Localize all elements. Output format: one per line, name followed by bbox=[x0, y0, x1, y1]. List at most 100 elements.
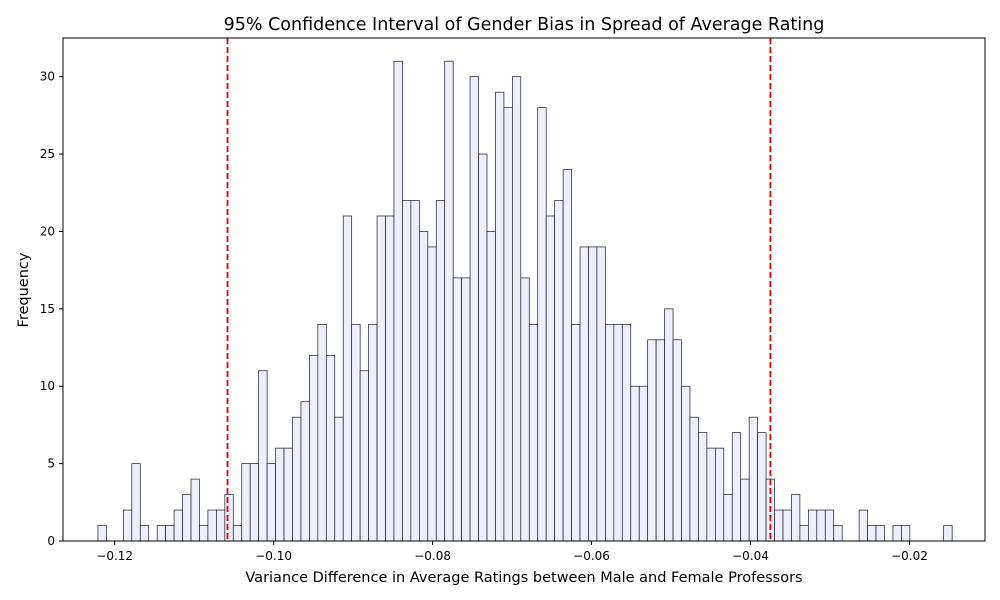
plot-frame bbox=[62, 37, 986, 542]
histogram-bar bbox=[638, 385, 649, 542]
histogram-bar bbox=[275, 447, 285, 542]
histogram-bar bbox=[571, 323, 581, 542]
histogram-bar bbox=[478, 153, 488, 542]
histogram-bar bbox=[562, 169, 572, 542]
histogram-bar bbox=[317, 323, 327, 542]
x-tick-label: −0.10 bbox=[255, 549, 292, 563]
histogram-bar bbox=[122, 509, 133, 542]
histogram-bar bbox=[444, 60, 454, 542]
histogram-bar bbox=[799, 525, 809, 542]
histogram-bar bbox=[393, 60, 403, 542]
histogram-bar bbox=[486, 231, 496, 542]
x-axis-ticks: −0.12 −0.10 −0.08 −0.06 −0.04 −0.02 bbox=[96, 541, 928, 563]
histogram-bar bbox=[131, 463, 141, 542]
histogram-bar bbox=[495, 91, 505, 542]
y-tick-label: 30 bbox=[40, 70, 55, 84]
histogram-bar bbox=[410, 200, 420, 542]
histogram-bar bbox=[824, 509, 835, 542]
histogram-bar bbox=[402, 200, 412, 542]
histogram-bar bbox=[605, 323, 615, 542]
histogram-bar bbox=[427, 246, 437, 542]
y-tick-label: 25 bbox=[40, 147, 55, 161]
histogram-bar bbox=[232, 525, 243, 542]
histogram-bar bbox=[342, 215, 353, 542]
histogram-bar bbox=[309, 354, 319, 542]
histogram-bar bbox=[740, 478, 750, 542]
histogram-bar bbox=[512, 76, 522, 542]
histogram-bar bbox=[554, 200, 564, 542]
x-axis-label: Variance Difference in Average Ratings b… bbox=[245, 570, 802, 586]
histogram-bar bbox=[748, 416, 758, 542]
histogram-bar bbox=[808, 509, 818, 542]
histogram-bar bbox=[867, 525, 877, 542]
histogram-bar bbox=[664, 308, 674, 542]
x-tick-label: −0.02 bbox=[891, 549, 928, 563]
histogram-bar bbox=[351, 323, 361, 542]
histogram-bar bbox=[300, 401, 310, 542]
histogram-bar bbox=[461, 277, 471, 542]
histogram-bar bbox=[757, 432, 767, 542]
histogram-bar bbox=[165, 525, 175, 542]
histogram-bar bbox=[368, 323, 378, 542]
histogram-bar bbox=[579, 246, 589, 542]
y-axis-ticks: 0 5 10 15 20 25 30 bbox=[40, 70, 63, 548]
histogram-bar bbox=[182, 494, 192, 542]
histogram-bar bbox=[503, 107, 513, 542]
histogram-bar bbox=[655, 339, 665, 542]
confidence-interval-lines bbox=[226, 38, 772, 541]
histogram-bar bbox=[173, 509, 183, 542]
histogram-bar bbox=[596, 246, 606, 542]
histogram-bar bbox=[266, 463, 276, 542]
x-tick-label: −0.12 bbox=[96, 549, 133, 563]
histogram-bar bbox=[418, 231, 429, 542]
histogram-bar bbox=[689, 416, 699, 542]
histogram-bars bbox=[97, 60, 953, 542]
y-tick-label: 10 bbox=[40, 379, 55, 393]
histogram-bar bbox=[621, 323, 632, 542]
histogram-bar bbox=[190, 478, 200, 542]
histogram-bar bbox=[520, 277, 530, 542]
histogram-bar bbox=[376, 215, 386, 542]
histogram-bar bbox=[706, 447, 716, 542]
histogram-bar bbox=[774, 509, 784, 542]
histogram-bar bbox=[672, 339, 682, 542]
histogram-bar bbox=[714, 447, 725, 542]
histogram-bar bbox=[334, 416, 344, 542]
histogram-bar bbox=[833, 525, 843, 542]
histogram-bar bbox=[731, 432, 742, 542]
histogram-bar bbox=[435, 200, 446, 542]
histogram-bar bbox=[241, 463, 251, 542]
histogram-bar bbox=[528, 323, 539, 542]
histogram-bar bbox=[199, 525, 209, 542]
x-tick-label: −0.08 bbox=[414, 549, 451, 563]
histogram-bar bbox=[139, 525, 150, 542]
histogram-bar bbox=[858, 509, 868, 542]
x-tick-label: −0.06 bbox=[573, 549, 610, 563]
histogram-bar bbox=[385, 215, 395, 542]
histogram-bar bbox=[97, 525, 107, 542]
histogram-bar bbox=[943, 525, 953, 542]
histogram-bar bbox=[292, 416, 302, 542]
y-axis-label: Frequency bbox=[16, 252, 32, 327]
histogram-bar bbox=[452, 277, 462, 542]
histogram-bar bbox=[258, 370, 268, 542]
histogram-bar bbox=[283, 447, 293, 542]
histogram-bar bbox=[224, 494, 234, 542]
histogram-bar bbox=[681, 385, 691, 542]
histogram-bar bbox=[359, 370, 369, 542]
histogram-bar bbox=[647, 339, 657, 542]
y-tick-label: 0 bbox=[47, 534, 55, 548]
histogram-bar bbox=[469, 76, 479, 542]
histogram-bar bbox=[723, 494, 733, 542]
histogram-bar bbox=[207, 509, 217, 542]
histogram-bar bbox=[875, 525, 885, 542]
histogram-bar bbox=[156, 525, 166, 542]
histogram-bar bbox=[782, 509, 792, 542]
chart-title: 95% Confidence Interval of Gender Bias i… bbox=[224, 15, 825, 35]
histogram-bar bbox=[588, 246, 598, 542]
histogram-bar bbox=[613, 323, 623, 542]
y-tick-label: 15 bbox=[40, 302, 55, 316]
histogram-bar bbox=[892, 525, 902, 542]
histogram-bar bbox=[545, 215, 556, 542]
